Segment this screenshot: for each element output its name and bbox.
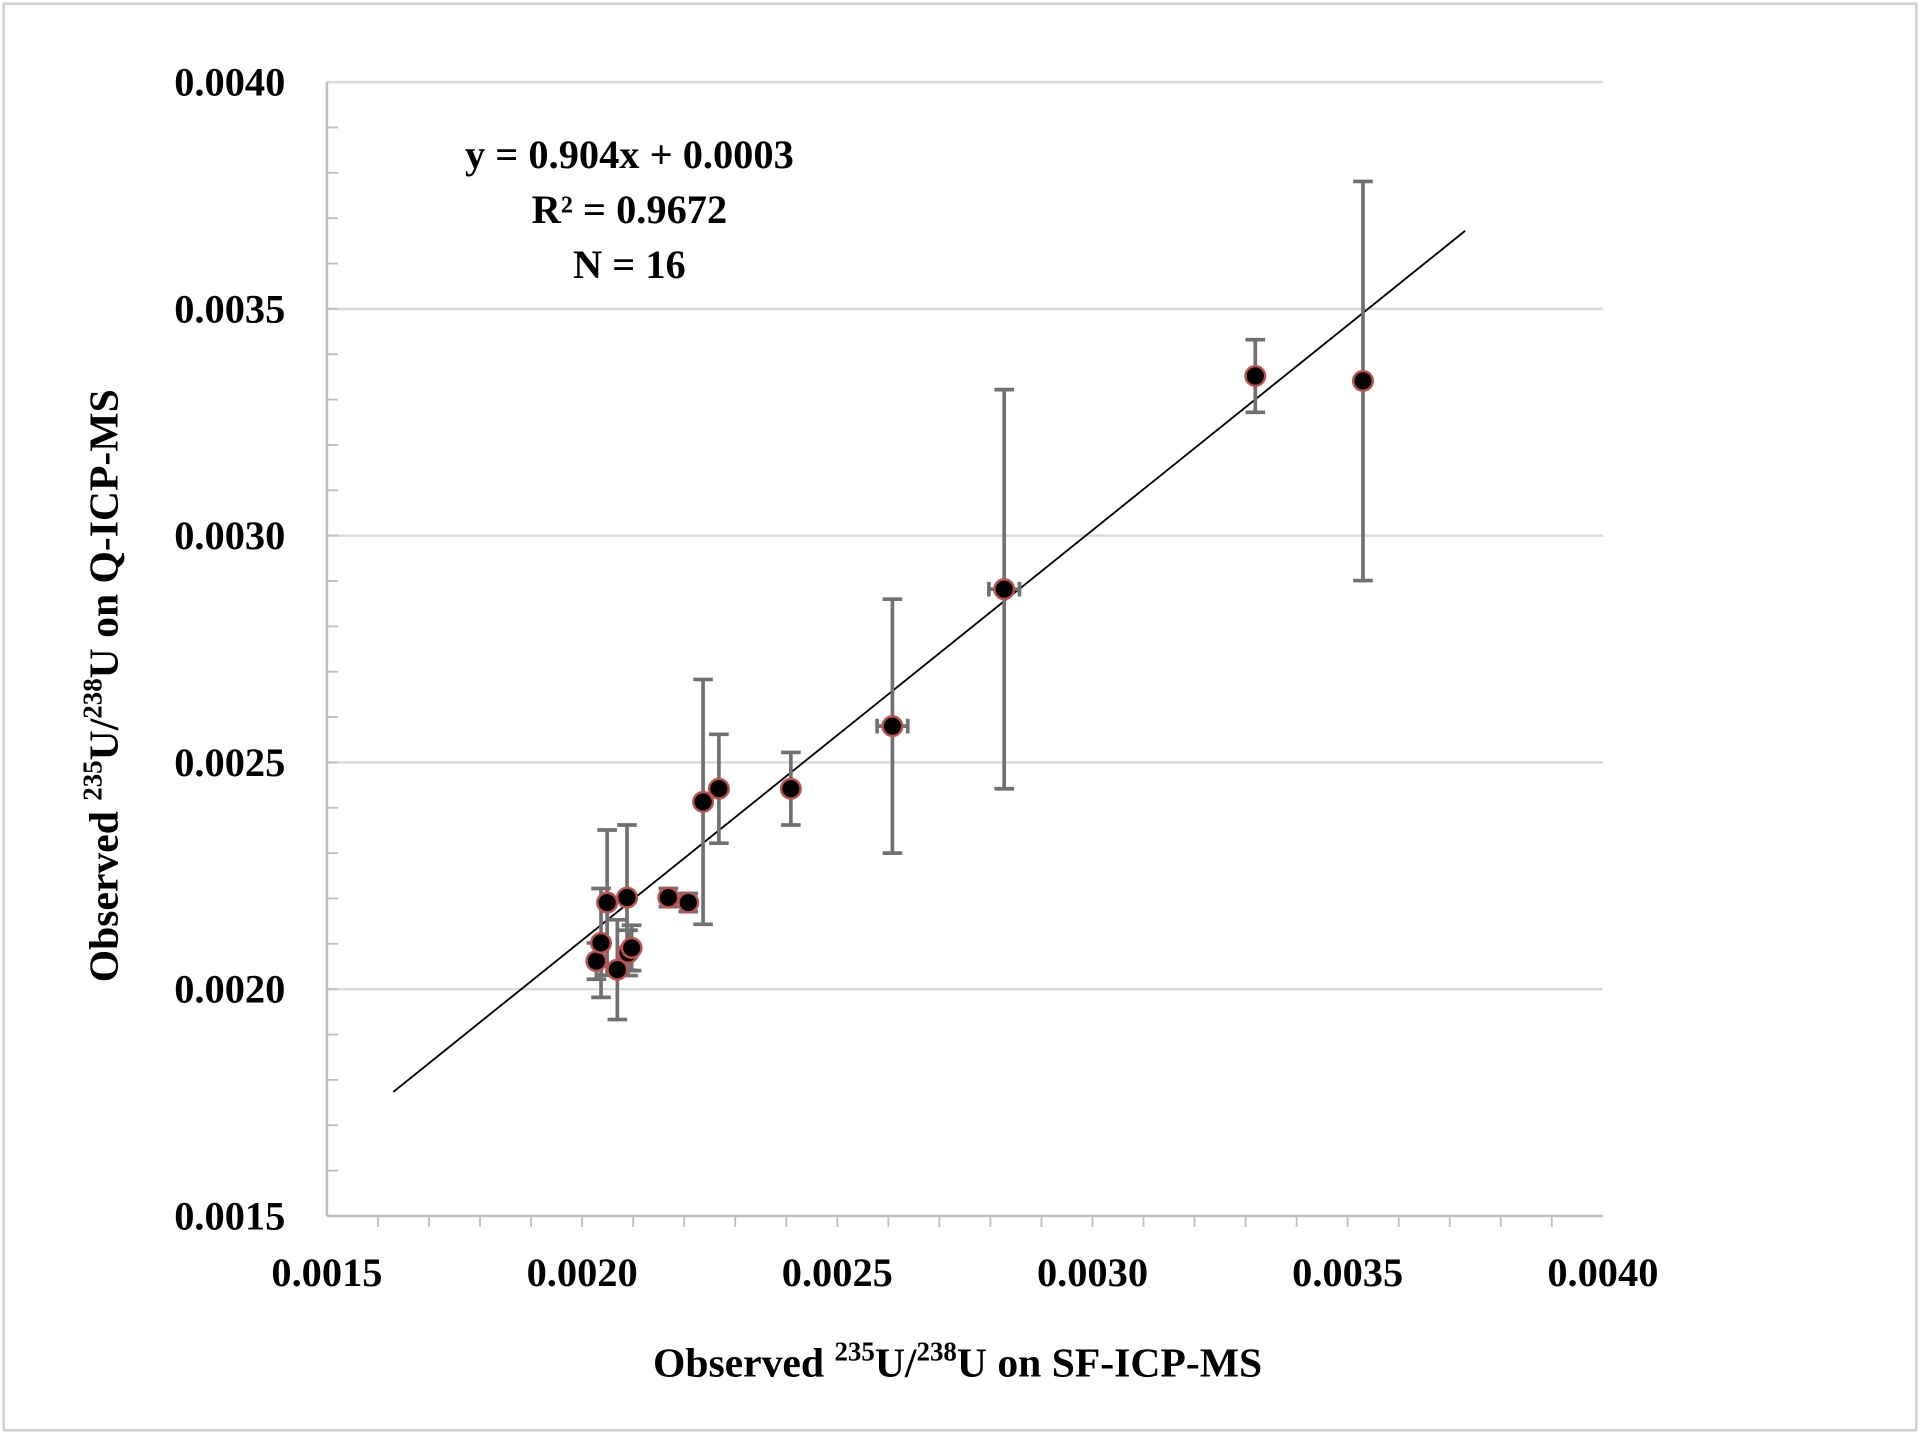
x-tick-label: 0.0025 <box>782 1250 893 1295</box>
x-axis-label: Observed 235U/238U on SF-ICP-MS <box>653 1336 1262 1386</box>
data-point <box>1244 364 1267 388</box>
x-tick-label: 0.0035 <box>1292 1250 1403 1295</box>
y-tick-label: 0.0040 <box>174 60 285 105</box>
data-point <box>881 715 904 738</box>
data-point <box>993 578 1016 601</box>
data-point <box>657 886 680 909</box>
data-point <box>620 936 643 959</box>
x-tick-label: 0.0020 <box>527 1250 638 1295</box>
y-axis-label: Observed 235U/238U on Q-ICP-MS <box>78 389 128 982</box>
trendline <box>392 230 1466 1093</box>
x-tick-label: 0.0030 <box>1037 1250 1148 1295</box>
y-tick-label: 0.0015 <box>174 1193 285 1238</box>
data-point <box>589 931 613 954</box>
y-tick-label: 0.0035 <box>174 286 285 331</box>
data-point <box>616 886 639 909</box>
data-point <box>779 777 802 800</box>
data-point <box>677 891 700 914</box>
data-point <box>692 790 715 813</box>
x-tick-label: 0.0015 <box>271 1250 382 1295</box>
y-tick-label: 0.0030 <box>174 513 285 558</box>
data-point <box>606 958 629 981</box>
equation-label: y = 0.904x + 0.0003 <box>465 132 794 177</box>
data-point <box>596 891 619 914</box>
y-tick-label: 0.0020 <box>174 967 285 1012</box>
data-point <box>585 950 608 973</box>
data-point <box>1351 369 1375 393</box>
data-point <box>707 777 730 800</box>
r-squared-label: R² = 0.9672 <box>532 187 728 232</box>
x-tick-label: 0.0040 <box>1547 1250 1658 1295</box>
n-label: N = 16 <box>573 242 686 287</box>
y-tick-label: 0.0025 <box>174 740 285 785</box>
